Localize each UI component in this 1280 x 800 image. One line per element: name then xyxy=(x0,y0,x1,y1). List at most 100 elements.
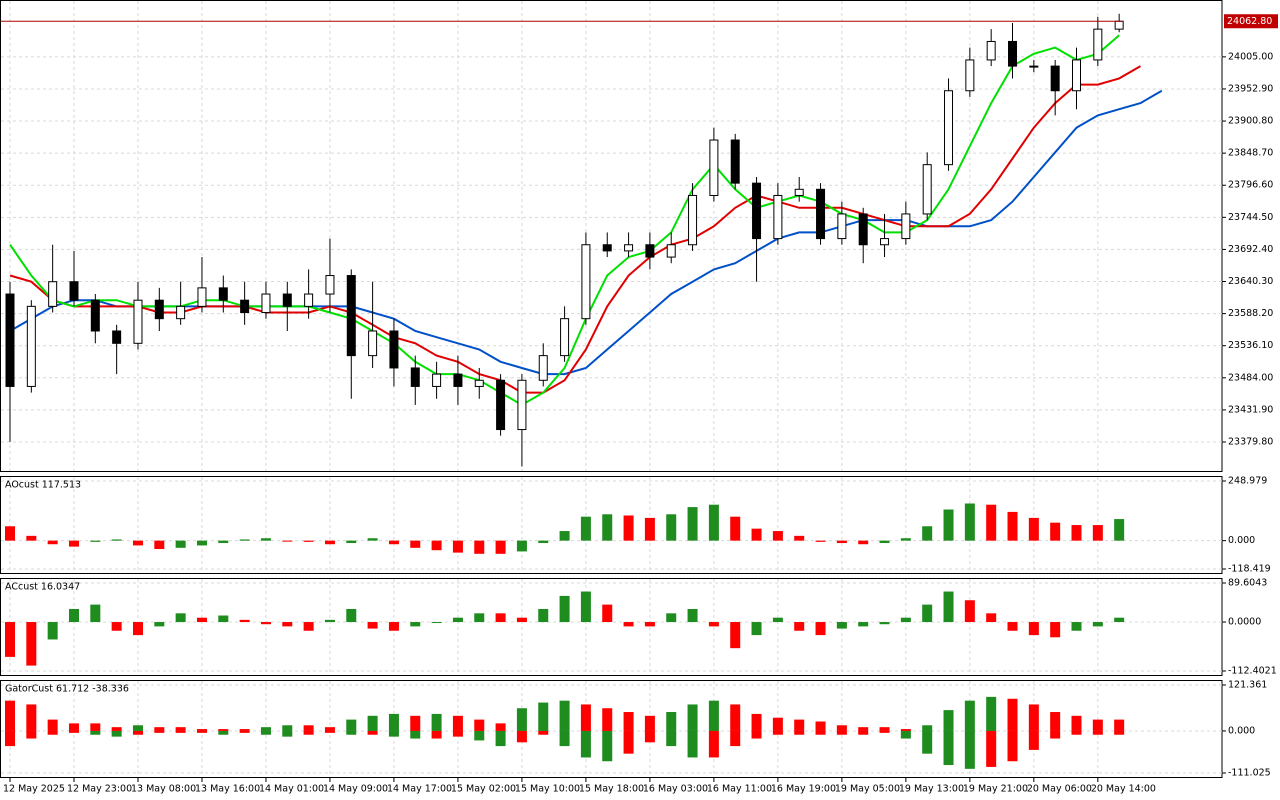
histogram-bar xyxy=(516,708,527,731)
histogram-bar xyxy=(218,540,229,544)
alligator-line xyxy=(9,65,1142,394)
candle-body xyxy=(218,287,228,301)
histogram-bar xyxy=(708,700,719,731)
candle-body xyxy=(538,355,548,381)
histogram-bar xyxy=(516,617,527,623)
histogram-bar xyxy=(751,622,762,636)
candle-body xyxy=(69,281,79,301)
y-tick-label: 0.0000 xyxy=(1228,617,1261,628)
histogram-bar xyxy=(303,622,314,631)
histogram-bar xyxy=(879,540,890,544)
histogram-bar xyxy=(324,540,335,545)
candle-body xyxy=(1093,28,1103,61)
histogram-bar xyxy=(367,715,378,731)
histogram-bar xyxy=(1050,522,1061,541)
histogram-bar xyxy=(495,540,506,554)
histogram-bar xyxy=(1007,622,1018,631)
candle-body xyxy=(773,194,783,240)
histogram-bar xyxy=(410,715,421,731)
histogram-bar xyxy=(196,729,207,731)
candle-body xyxy=(645,244,655,258)
histogram-bar xyxy=(495,723,506,731)
x-tick-label: 13 May 16:00 xyxy=(195,784,260,795)
histogram-bar xyxy=(388,713,399,731)
histogram-bar xyxy=(324,727,335,731)
histogram-bar xyxy=(751,730,762,739)
histogram-bar xyxy=(282,622,293,627)
indicator-title: ACcust 16.0347 xyxy=(5,582,80,593)
candle-body xyxy=(48,281,58,307)
histogram-bar xyxy=(154,540,165,550)
histogram-bar xyxy=(90,540,101,542)
histogram-bar xyxy=(132,730,143,735)
histogram-bar xyxy=(1114,730,1125,735)
histogram-bar xyxy=(623,730,634,754)
histogram-bar xyxy=(260,730,271,735)
histogram-bar xyxy=(260,538,271,541)
candle-body xyxy=(453,373,463,387)
histogram-bar xyxy=(410,730,421,739)
histogram-bar xyxy=(666,613,677,623)
histogram-bar xyxy=(47,730,58,735)
histogram-bar xyxy=(26,704,37,731)
histogram-bar xyxy=(47,719,58,731)
histogram-bar xyxy=(538,540,549,544)
histogram-bar xyxy=(772,617,783,623)
histogram-bar xyxy=(1071,622,1082,631)
candle-body xyxy=(410,367,420,387)
histogram-bar xyxy=(794,730,805,735)
histogram-bar xyxy=(666,712,677,731)
histogram-bar xyxy=(964,600,975,623)
histogram-bar xyxy=(772,730,783,735)
candle-body xyxy=(730,139,740,184)
histogram-bar xyxy=(986,730,997,767)
histogram-bar xyxy=(5,700,15,731)
histogram-bar xyxy=(474,540,485,554)
histogram-bar xyxy=(196,540,207,546)
histogram-bar xyxy=(346,730,357,735)
histogram-bar xyxy=(1092,525,1103,541)
histogram-bar xyxy=(730,730,741,747)
histogram-bar xyxy=(154,730,165,733)
histogram-bar xyxy=(900,538,911,541)
candle-body xyxy=(837,213,847,240)
candle-body xyxy=(709,139,719,196)
histogram-bar xyxy=(772,531,783,541)
histogram-bar xyxy=(580,730,591,758)
candle-body xyxy=(133,299,143,344)
x-tick-label: 15 May 02:00 xyxy=(451,784,516,795)
histogram-bar xyxy=(346,608,357,623)
histogram-bar xyxy=(1092,730,1103,735)
histogram-bar xyxy=(623,622,634,627)
histogram-bar xyxy=(516,730,527,743)
histogram-bar xyxy=(260,727,271,731)
histogram-bar xyxy=(367,538,378,541)
histogram-bar xyxy=(900,729,911,731)
histogram-bar xyxy=(943,509,954,541)
histogram-bar xyxy=(623,712,634,731)
histogram-bar xyxy=(559,700,570,731)
histogram-bar xyxy=(815,730,826,735)
histogram-bar xyxy=(751,528,762,541)
histogram-bar xyxy=(730,516,741,541)
histogram-bar xyxy=(90,723,101,731)
histogram-bar xyxy=(1050,622,1061,638)
histogram-bar xyxy=(1092,622,1103,627)
y-tick-label: 23796.60 xyxy=(1228,180,1273,191)
candle-body xyxy=(922,164,932,215)
histogram-bar xyxy=(964,700,975,731)
histogram-bar xyxy=(132,725,143,731)
y-tick-label: 23379.80 xyxy=(1228,436,1273,447)
histogram-bar xyxy=(196,730,207,733)
x-tick-label: 15 May 10:00 xyxy=(515,784,580,795)
histogram-bar xyxy=(623,515,634,541)
histogram-bar xyxy=(90,604,101,623)
histogram-bar xyxy=(879,727,890,731)
histogram-bar xyxy=(943,710,954,731)
candle-body xyxy=(325,275,335,295)
candle-body xyxy=(794,188,804,196)
x-tick-label: 14 May 17:00 xyxy=(387,784,452,795)
y-tick-label: 23484.00 xyxy=(1228,372,1273,383)
histogram-bar xyxy=(324,730,335,733)
histogram-bar xyxy=(1092,719,1103,731)
